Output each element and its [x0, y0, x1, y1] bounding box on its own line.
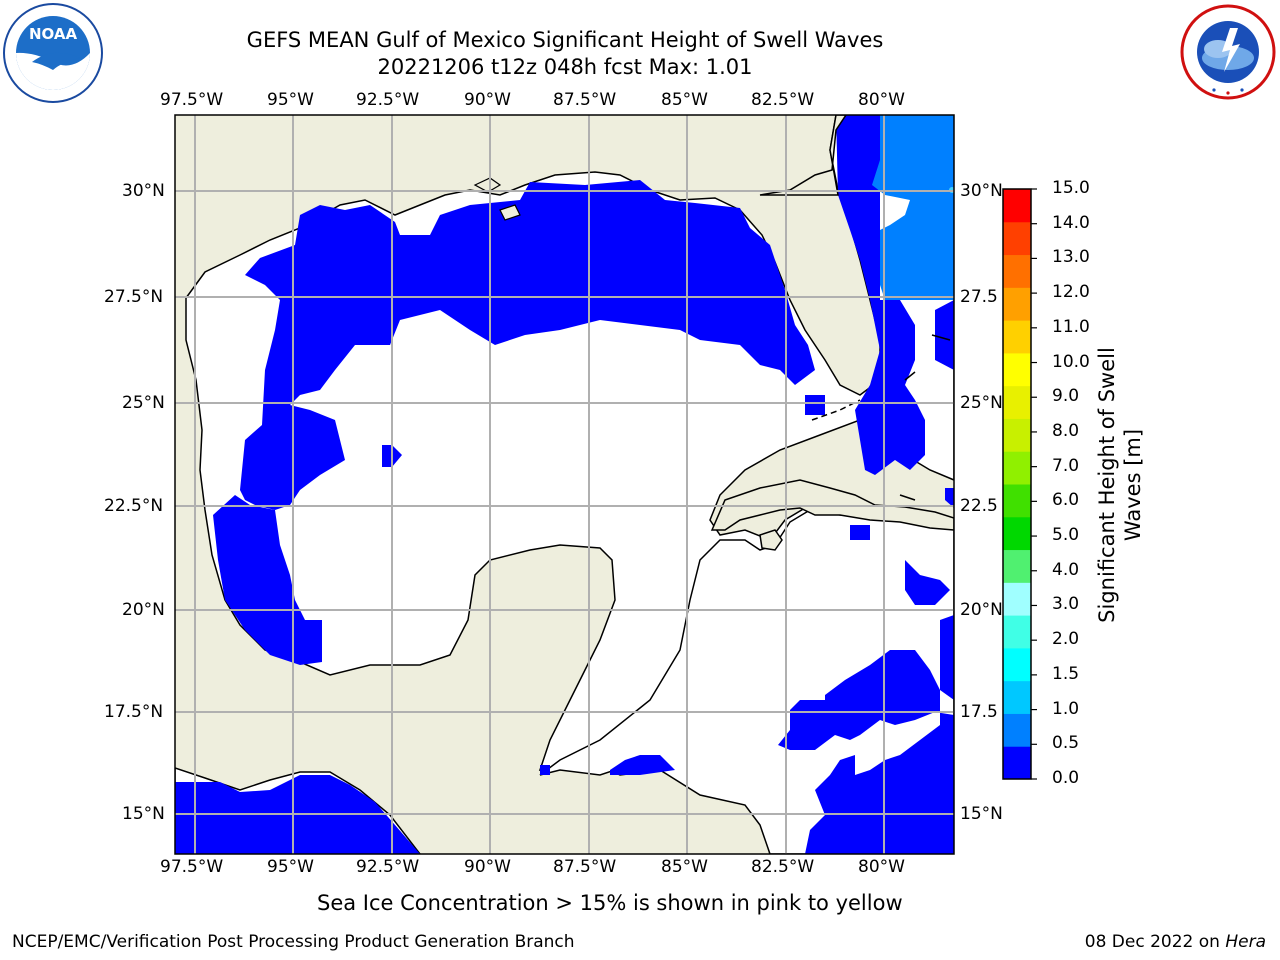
- lat-label-right: 30°N: [960, 181, 1003, 201]
- lon-label-top: 92.5°W: [356, 90, 420, 110]
- plot-title-line2: 20221206 t12z 048h fcst Max: 1.01: [377, 55, 753, 79]
- colorbar-tick-label: 11.0: [1052, 316, 1090, 337]
- lon-label-top: 90°W: [464, 90, 511, 110]
- colorbar-tick-label: 2.0: [1052, 629, 1080, 650]
- lat-label-right: 27.5: [960, 287, 998, 307]
- nws-logo: [1180, 4, 1276, 100]
- lon-label-bottom: 92.5°W: [356, 857, 420, 877]
- lon-label-bottom: 82.5°W: [751, 857, 815, 877]
- colorbar-tick-label: 14.0: [1052, 212, 1090, 233]
- noaa-logo-text: NOAA: [29, 25, 78, 43]
- noaa-logo: NOAA: [3, 3, 103, 103]
- isle-of-youth: [759, 529, 783, 551]
- colorbar-segment: [1003, 582, 1031, 616]
- colorbar-tick-label: 0.5: [1052, 733, 1080, 754]
- colorbar-segment: [1003, 516, 1031, 551]
- lon-label-bottom: 97.5°W: [160, 857, 224, 877]
- colorbar-tick-label: 9.0: [1052, 386, 1080, 407]
- colorbar-segment: [1003, 746, 1031, 780]
- colorbar-label-line2: Waves [m]: [1121, 428, 1145, 542]
- lat-label-right: 15°N: [960, 804, 1003, 824]
- colorbar-segment: [1003, 680, 1031, 714]
- lat-label-right: 25°N: [960, 393, 1003, 413]
- lon-label-bottom: 85°W: [661, 857, 708, 877]
- lon-label-top: 95°W: [267, 90, 314, 110]
- lon-label-top: 80°W: [858, 90, 905, 110]
- lon-label-top: 85°W: [661, 90, 708, 110]
- colorbar-segment: [1003, 647, 1031, 682]
- colorbar-segment: [1003, 451, 1031, 485]
- map-grid: [175, 115, 954, 854]
- lon-label-top: 87.5°W: [553, 90, 617, 110]
- colorbar-segment: [1003, 385, 1031, 419]
- colorbar-segment: [1003, 484, 1031, 518]
- colorbar-segment: [1003, 713, 1031, 747]
- colorbar-tick-label: 7.0: [1052, 455, 1080, 476]
- colorbar-tick-label: 0.0: [1052, 768, 1080, 788]
- colorbar-tick-label: 8.0: [1052, 420, 1080, 441]
- colorbar-tick-label: 3.0: [1052, 594, 1080, 615]
- colorbar-tick-label: 4.0: [1052, 559, 1080, 580]
- footer-date-text: 08 Dec 2022 on: [1084, 932, 1226, 952]
- colorbar-segment: [1003, 254, 1031, 288]
- colorbar-tick-label: 1.5: [1052, 663, 1080, 684]
- lat-label-left: 27.5°N: [104, 287, 164, 307]
- lat-label-left: 25°N: [122, 393, 165, 413]
- colorbar-segment: [1003, 221, 1031, 256]
- colorbar-tick-label: 13.0: [1052, 247, 1090, 268]
- colorbar-segment: [1003, 615, 1031, 649]
- swell-fill-0-0.5: [175, 115, 954, 854]
- lon-label-bottom: 87.5°W: [553, 857, 617, 877]
- lat-label-right: 20°N: [960, 600, 1003, 620]
- lat-label-left: 17.5°N: [104, 702, 164, 722]
- lon-label-top: 97.5°W: [160, 90, 224, 110]
- lon-label-bottom: 90°W: [464, 857, 511, 877]
- colorbar-segment: [1003, 418, 1031, 452]
- colorbar-segment: [1003, 189, 1031, 223]
- colorbar-tick-label: 12.0: [1052, 282, 1090, 303]
- colorbar-tick-label: 6.0: [1052, 490, 1080, 511]
- footer-credit: NCEP/EMC/Verification Post Processing Pr…: [12, 932, 575, 952]
- lat-label-left: 15°N: [122, 804, 165, 824]
- lat-label-right: 17.5: [960, 702, 998, 722]
- colorbar-tick-label: 5.0: [1052, 525, 1080, 546]
- lat-label-left: 30°N: [122, 181, 165, 201]
- colorbar-segment: [1003, 287, 1031, 321]
- colorbar-tick-label: 1.0: [1052, 698, 1080, 719]
- footer-date: 08 Dec 2022 on Hera: [1085, 932, 1266, 952]
- lat-label-right: 22.5: [960, 496, 998, 516]
- lon-label-bottom: 95°W: [267, 857, 314, 877]
- map-frame: [174, 114, 955, 855]
- colorbar-segment: [1003, 320, 1031, 354]
- florida-coast: [759, 115, 847, 196]
- colorbar: [1002, 188, 1037, 780]
- colorbar-tick-label: 15.0: [1052, 178, 1090, 198]
- colorbar-label: Significant Height of Swell Waves [m]: [1094, 335, 1146, 635]
- colorbar-tick-label: 10.0: [1052, 351, 1090, 372]
- colorbar-segment: [1003, 352, 1031, 387]
- footer-host: Hera: [1225, 932, 1266, 952]
- lat-label-left: 20°N: [122, 600, 165, 620]
- lat-label-left: 22.5°N: [104, 496, 164, 516]
- sea-ice-note: Sea Ice Concentration > 15% is shown in …: [317, 891, 903, 915]
- plot-title-line1: GEFS MEAN Gulf of Mexico Significant Hei…: [246, 28, 884, 52]
- swell-fill-0.5-1.0: [872, 115, 954, 300]
- lon-label-top: 82.5°W: [751, 90, 815, 110]
- lon-label-bottom: 80°W: [858, 857, 905, 877]
- colorbar-segment: [1003, 549, 1031, 583]
- colorbar-label-line1: Significant Height of Swell: [1095, 347, 1119, 623]
